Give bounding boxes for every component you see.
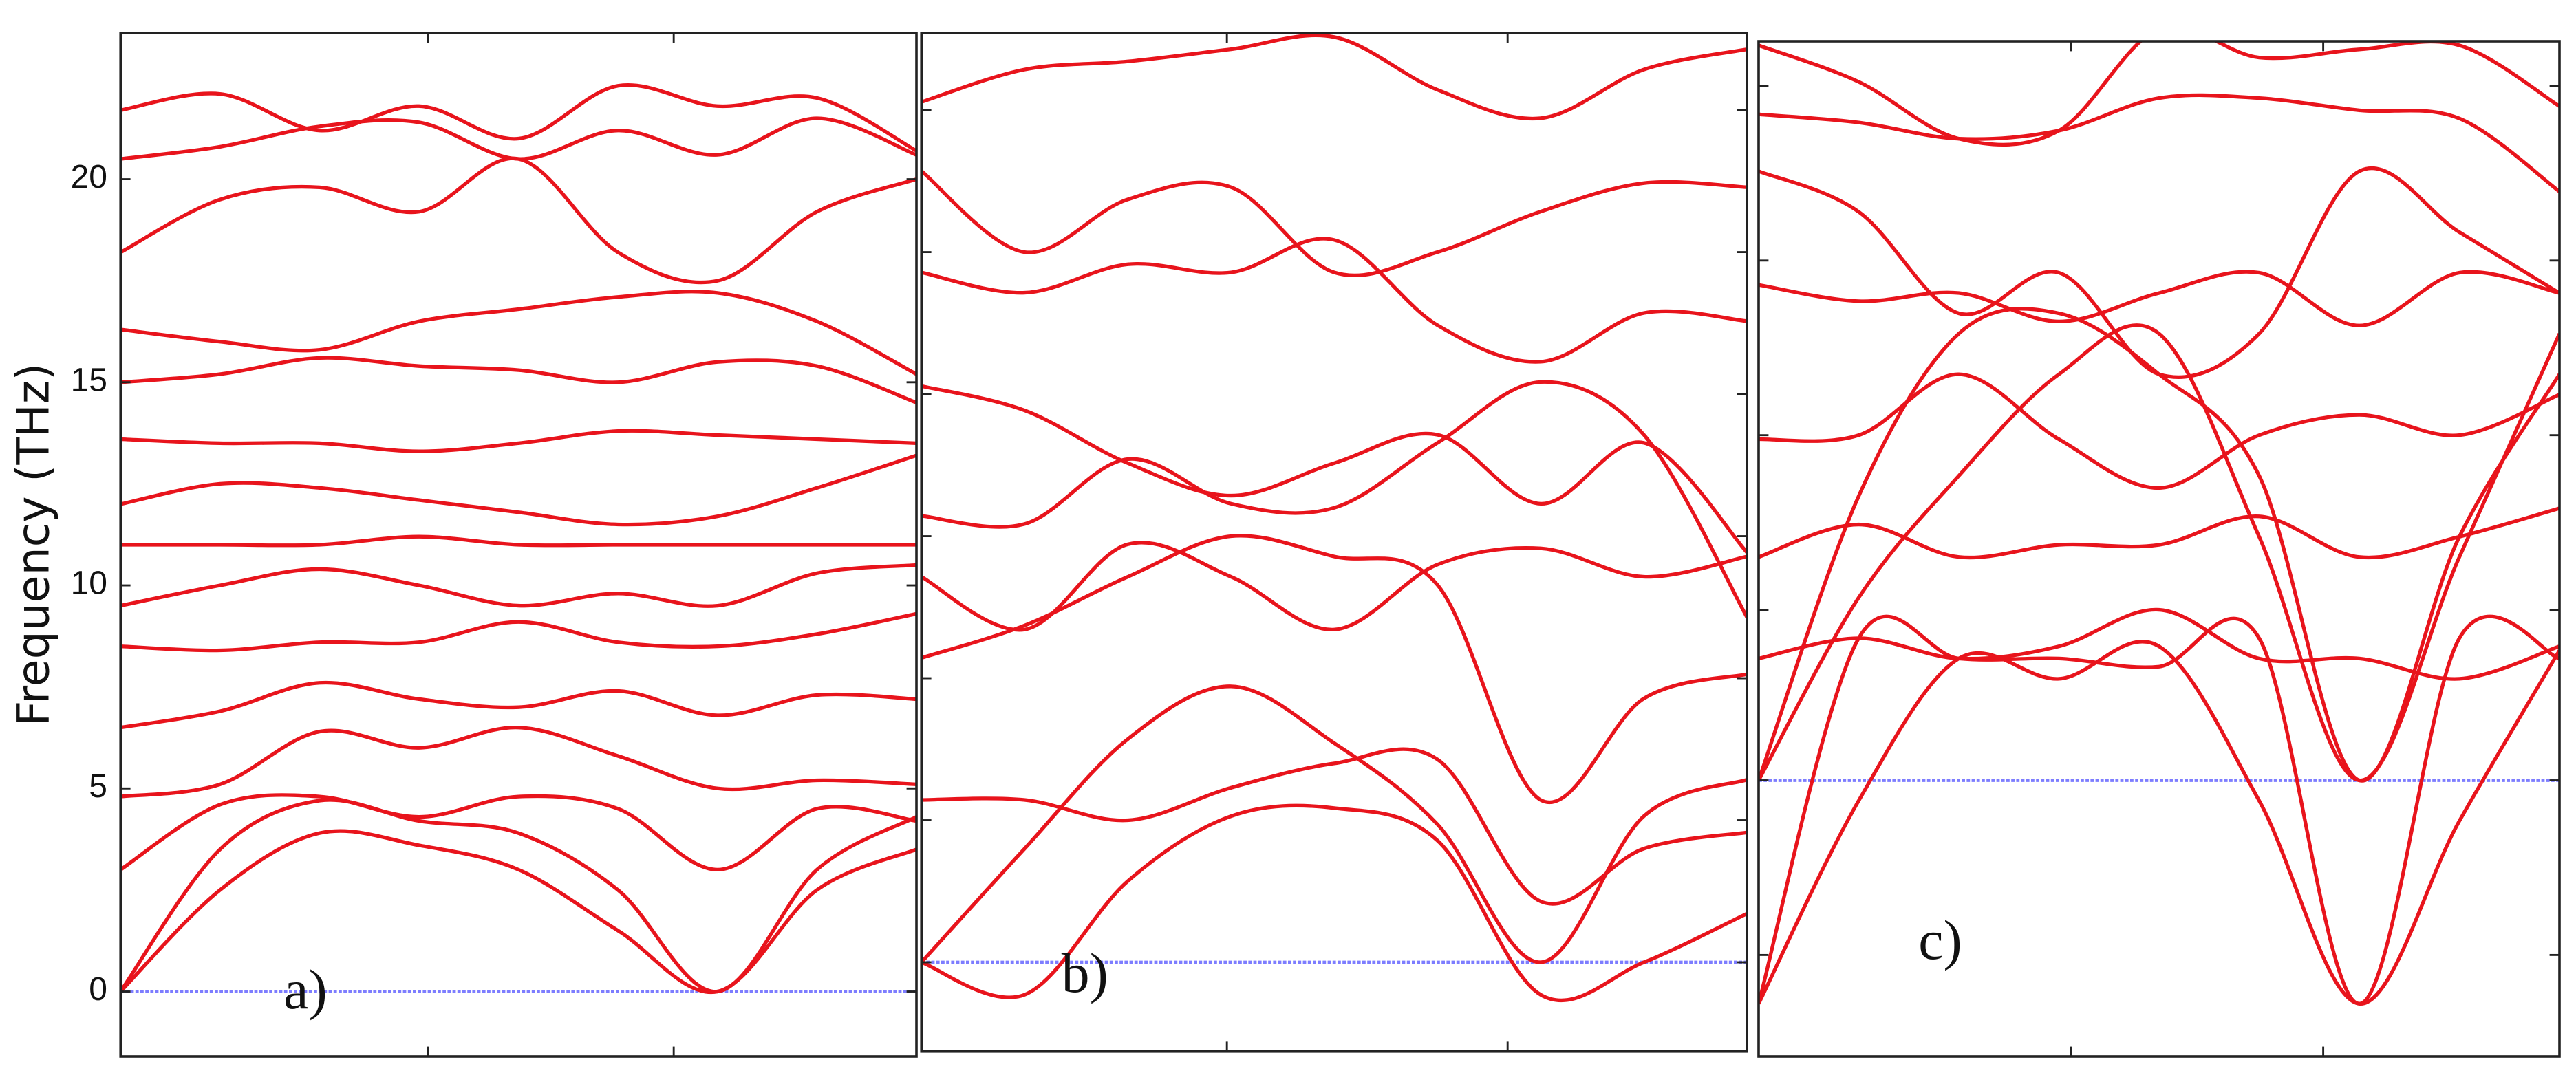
band-line [921,684,1748,964]
band-line [120,563,917,608]
band-line [120,290,917,376]
band-line [120,453,917,527]
band-line [921,541,1748,632]
band-line [120,798,917,994]
band-line [1758,614,2559,1006]
band-line [921,237,1748,364]
band-line [921,384,1748,554]
y-axis-label: Frequency (THz) [8,363,59,726]
band-line [1758,270,2559,327]
band-line [120,116,917,161]
band-line [921,33,1748,121]
band-line [120,356,917,404]
panel-label: c) [1918,909,1962,971]
band-line [921,169,1748,277]
plot-frame [1757,40,2561,1058]
band-line [120,534,917,548]
band-line [120,429,917,453]
band-line [1758,323,2559,783]
band-line [1758,607,2559,681]
band-line [120,829,917,995]
y-tick-label: 10 [71,565,107,602]
panel-label: b) [1062,942,1108,1004]
band-line [120,83,917,153]
band-line [120,793,917,872]
band-line [921,534,1748,804]
band-line [1758,640,2559,1006]
band-line [921,803,1748,1003]
band-line [120,680,917,730]
band-line [1758,372,2559,490]
plot-frame [920,32,1748,1053]
band-line [120,611,917,653]
y-tick-label: 15 [71,362,107,398]
band-line [921,747,1748,906]
plot-frame [119,32,918,1058]
band-line [120,726,917,799]
y-tick-label: 20 [71,159,107,195]
band-line [1758,93,2559,193]
band-line [120,156,917,285]
panel-label: a) [283,958,327,1021]
y-tick-label: 0 [89,971,107,1008]
band-line [1758,307,2559,783]
y-tick-label: 5 [89,768,107,805]
band-line [1758,506,2559,560]
band-line [1758,166,2559,379]
band-line [921,380,1748,618]
